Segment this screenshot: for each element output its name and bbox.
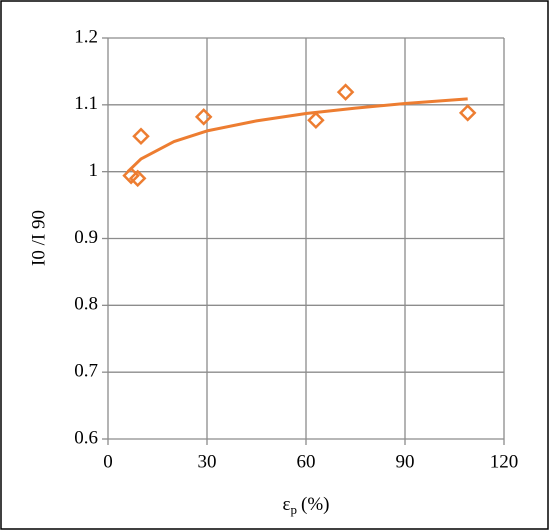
- y-tick-label: 0.9: [74, 227, 98, 248]
- y-tick-label: 1: [89, 160, 99, 181]
- data-point: [194, 108, 213, 126]
- x-label-unit: (%): [301, 494, 329, 515]
- x-tick-label: 60: [297, 451, 316, 472]
- x-tick-label: 90: [396, 451, 415, 472]
- data-point: [132, 127, 150, 146]
- y-tick-label: 0.6: [74, 427, 98, 448]
- y-tick-label: 0.7: [74, 361, 98, 382]
- y-tick-label: 0.8: [74, 294, 98, 315]
- data-point: [458, 104, 477, 122]
- x-axis-label: εp (%): [283, 494, 330, 517]
- x-label-subscript: p: [291, 502, 298, 517]
- data-point: [336, 83, 355, 101]
- data-point: [128, 169, 147, 188]
- trend-line: [126, 97, 468, 173]
- x-tick-label: 120: [490, 451, 519, 472]
- x-label-symbol: ε: [283, 494, 291, 515]
- data-point: [307, 111, 325, 129]
- y-axis-label: I0 /I 90: [28, 210, 49, 266]
- x-tick-label: 30: [198, 451, 217, 472]
- x-tick-label: 0: [103, 451, 113, 472]
- y-tick-label: 1.2: [74, 26, 98, 47]
- y-tick-label: 1.1: [74, 93, 98, 114]
